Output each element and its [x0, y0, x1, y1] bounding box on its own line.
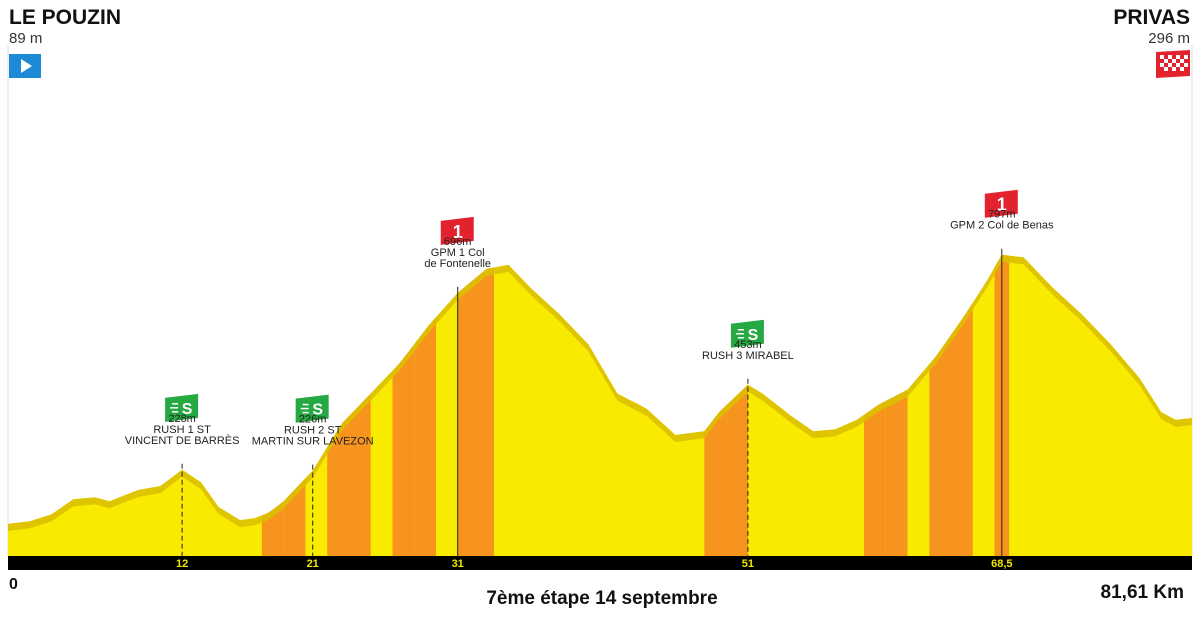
km-total-label: 81,61 Km — [1100, 582, 1184, 603]
climb-segment-0-10 — [479, 267, 494, 556]
point-label-1-2: MARTIN SUR LAVEZON — [252, 436, 374, 448]
km-start-label: 0 — [9, 576, 18, 593]
climb-segment-2-4 — [951, 302, 973, 556]
finish-altitude: 296 m — [1148, 30, 1190, 47]
point-label-4-0: 797m — [988, 209, 1016, 221]
km-tick-label-0: 12 — [176, 558, 188, 570]
finish-city: PRIVAS — [1113, 6, 1190, 29]
climb-segment-0-7 — [414, 317, 436, 556]
km-tick-label-1: 21 — [307, 558, 319, 570]
point-label-0-1: RUSH 1 ST — [153, 424, 211, 436]
climb-segment-1-0 — [704, 405, 727, 556]
finish-flag-icon — [1156, 50, 1190, 78]
sprint-badge-label-3: S — [748, 327, 759, 344]
point-label-1-0: 226m — [299, 414, 327, 426]
point-label-2-1: GPM 1 Col — [431, 247, 485, 259]
point-label-0-2: VINCENT DE BARRÈS — [125, 434, 240, 447]
kom-badge-label-4: 1 — [997, 195, 1007, 215]
start-altitude: 89 m — [9, 30, 43, 47]
km-tick-label-3: 51 — [742, 558, 754, 570]
climb-segment-1-1 — [726, 384, 748, 556]
climb-segment-2-1 — [885, 389, 908, 556]
climb-segment-0-6 — [392, 344, 415, 556]
sprint-icon — [295, 394, 329, 423]
point-label-3-0: 453m — [734, 339, 762, 351]
sprint-badge-label-1: S — [312, 402, 323, 419]
start-flag-icon — [9, 54, 41, 78]
sprint-icon — [165, 393, 199, 422]
km-tick-label-4: 68,5 — [991, 558, 1012, 570]
point-label-2-0: 696m — [444, 236, 472, 248]
point-label-2-2: de Fontenelle — [424, 258, 491, 270]
kom-icon — [440, 216, 474, 245]
km-axis-bar — [8, 556, 1192, 570]
climb-segment-0-3 — [327, 416, 349, 556]
kom-icon — [984, 189, 1018, 218]
kom-badge-label-2: 1 — [453, 222, 463, 242]
km-tick-label-2: 31 — [452, 558, 464, 570]
climb-segment-2-3 — [929, 334, 951, 556]
point-label-4-1: GPM 2 Col de Benas — [950, 220, 1054, 232]
sprint-badge-label-0: S — [182, 401, 193, 418]
climb-segment-2-0 — [864, 401, 886, 556]
climb-segment-0-9 — [457, 274, 480, 556]
climb-segment-0-4 — [348, 393, 371, 556]
point-label-0-0: 228m — [168, 413, 196, 425]
sprint-icon — [730, 319, 764, 348]
start-city: LE POUZIN — [9, 6, 122, 29]
point-label-1-1: RUSH 2 ST — [284, 425, 342, 437]
point-label-3-1: RUSH 3 MIRABEL — [702, 350, 794, 362]
stage-title: 7ème étape 14 septembre — [486, 588, 718, 609]
